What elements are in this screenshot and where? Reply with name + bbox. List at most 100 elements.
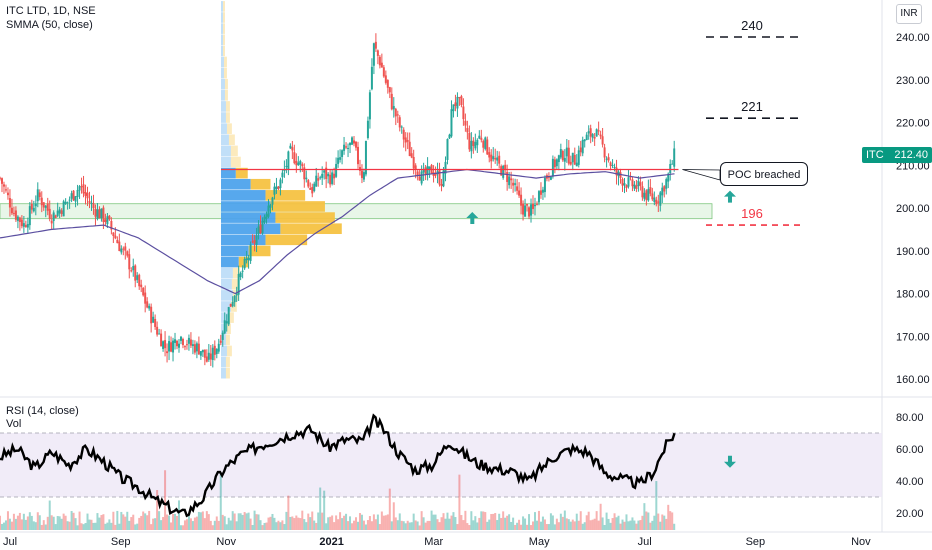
poc-callout-pointer <box>682 169 721 181</box>
price-axis-tick-label: 210.00 <box>896 160 930 172</box>
volume-profile-up-bar <box>221 45 223 57</box>
volume-bar <box>333 522 336 530</box>
signal-arrow-up-icon <box>466 212 479 224</box>
volume-bar <box>339 512 342 530</box>
candle-body <box>12 212 15 214</box>
volume-profile-down-bar <box>222 12 225 23</box>
volume-bar <box>263 522 266 530</box>
volume-bar <box>450 515 453 530</box>
candle-body <box>102 207 105 223</box>
volume-bar <box>261 525 264 530</box>
volume-bar <box>601 517 604 530</box>
candle-body <box>90 202 93 204</box>
candle-body <box>156 326 159 335</box>
volume-profile-up-bar <box>221 56 224 68</box>
volume-bar <box>617 515 620 530</box>
candle-body <box>181 339 184 346</box>
candle-body <box>659 192 662 206</box>
volume-bar <box>551 515 554 530</box>
candle-body <box>356 146 359 165</box>
volume-bar <box>146 515 149 530</box>
candle-body <box>645 190 648 201</box>
candle-body <box>611 164 614 166</box>
volume-profile-up-bar <box>221 34 223 46</box>
rsi-axis-tick-label: 80.00 <box>896 412 924 424</box>
currency-button[interactable]: INR <box>896 4 922 24</box>
volume-bar <box>351 523 354 530</box>
volume-bar <box>468 525 471 530</box>
volume-bar <box>386 514 389 530</box>
volume-bar <box>587 511 590 530</box>
candle-body <box>490 154 493 162</box>
volume-bar <box>607 518 610 530</box>
volume-bar <box>661 514 664 530</box>
candle-body <box>649 187 652 194</box>
candle-body <box>442 170 445 187</box>
volume-bar <box>211 525 214 530</box>
candle-body <box>243 258 246 269</box>
candle-body <box>581 139 584 154</box>
volume-profile-down-bar <box>223 67 227 79</box>
volume-profile-up-bar <box>221 301 231 312</box>
volume-bar <box>68 521 71 530</box>
volume-bar <box>432 514 435 530</box>
candle-body <box>231 301 234 307</box>
candle-body <box>420 171 423 184</box>
volume-bar <box>653 515 656 530</box>
candle-body <box>345 146 348 148</box>
volume-bar <box>625 514 628 530</box>
candle-body <box>587 131 590 134</box>
candle-body <box>239 272 242 278</box>
candle-body <box>146 301 149 308</box>
volume-bar <box>428 520 431 530</box>
volume-bar <box>106 522 109 530</box>
volume-bar <box>392 502 395 530</box>
candle-body <box>347 147 350 149</box>
candle-body <box>259 224 262 233</box>
volume-bar <box>633 520 636 530</box>
candle-body <box>213 345 216 355</box>
volume-bar <box>281 520 284 530</box>
candle-body <box>537 191 540 203</box>
volume-bar <box>28 512 31 530</box>
volume-bar <box>235 521 238 530</box>
volume-bar <box>271 513 274 530</box>
volume-bar <box>209 520 212 530</box>
candle-body <box>444 161 447 174</box>
volume-bar <box>647 512 650 530</box>
candle-body <box>494 157 497 160</box>
candle-body <box>52 212 55 222</box>
volume-bar <box>611 518 614 530</box>
candle-body <box>372 43 375 66</box>
volume-bar <box>571 519 574 530</box>
volume-bar <box>195 516 198 530</box>
candle-body <box>609 162 612 166</box>
volume-bar <box>466 523 469 530</box>
volume-bar <box>398 513 401 530</box>
candle-body <box>577 150 580 165</box>
candle-body <box>251 241 254 243</box>
price-axis-tick-label: 180.00 <box>896 289 930 301</box>
volume-bar <box>563 510 566 530</box>
volume-bar <box>629 520 632 530</box>
volume-bar <box>257 514 260 530</box>
volume-profile-down-bar <box>228 312 234 323</box>
candle-body <box>176 340 179 347</box>
volume-bar <box>185 519 188 530</box>
volume-bar <box>174 513 177 530</box>
candle-body <box>104 219 107 223</box>
candle-body <box>14 210 17 220</box>
volume-bar <box>120 511 123 530</box>
candle-body <box>482 140 485 148</box>
candle-body <box>116 239 119 244</box>
candle-body <box>76 189 79 198</box>
candle-body <box>362 172 365 180</box>
volume-bar <box>438 522 441 530</box>
volume-profile-down-bar <box>280 223 342 235</box>
price-axis-tick-label: 160.00 <box>896 374 930 386</box>
candle-body <box>164 340 167 349</box>
candle-body <box>448 134 451 139</box>
candle-body <box>106 216 109 225</box>
candle-body <box>575 162 578 167</box>
